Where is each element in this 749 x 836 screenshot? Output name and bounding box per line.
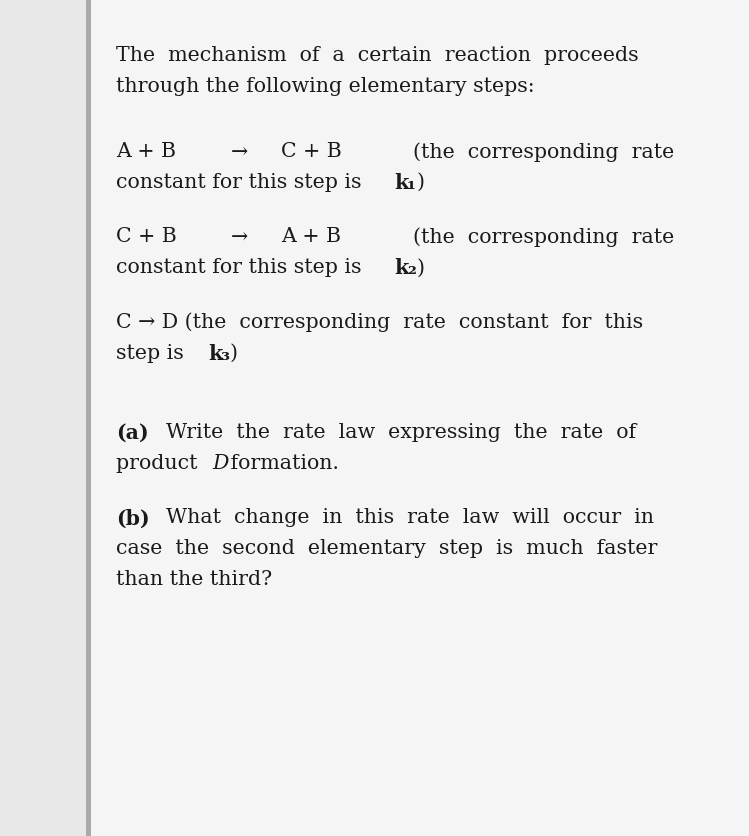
Text: D: D	[212, 454, 228, 473]
Text: C → D (the  corresponding  rate  constant  for  this: C → D (the corresponding rate constant f…	[116, 313, 643, 333]
Text: than the third?: than the third?	[116, 570, 272, 589]
Text: ₃: ₃	[220, 344, 229, 364]
Text: (the  corresponding  rate: (the corresponding rate	[413, 227, 675, 247]
Text: ₁: ₁	[407, 173, 416, 193]
Text: constant for this step is: constant for this step is	[116, 258, 368, 278]
Text: →: →	[231, 142, 248, 161]
Text: A + B: A + B	[116, 142, 176, 161]
Text: ): )	[416, 173, 425, 192]
Text: through the following elementary steps:: through the following elementary steps:	[116, 77, 535, 96]
Text: formation.: formation.	[224, 454, 339, 473]
FancyBboxPatch shape	[91, 0, 749, 836]
Text: ): )	[229, 344, 237, 363]
Text: ): )	[416, 258, 425, 278]
Text: constant for this step is: constant for this step is	[116, 173, 368, 192]
Text: case  the  second  elementary  step  is  much  faster: case the second elementary step is much …	[116, 539, 658, 558]
Text: C + B: C + B	[281, 142, 342, 161]
Text: (a): (a)	[116, 423, 149, 443]
Text: ₂: ₂	[407, 258, 416, 278]
Text: step is: step is	[116, 344, 190, 363]
Text: k: k	[208, 344, 222, 364]
Text: The  mechanism  of  a  certain  reaction  proceeds: The mechanism of a certain reaction proc…	[116, 46, 639, 65]
Text: A + B: A + B	[281, 227, 341, 247]
Text: C + B: C + B	[116, 227, 177, 247]
Text: Write  the  rate  law  expressing  the  rate  of: Write the rate law expressing the rate o…	[153, 423, 636, 442]
Text: product: product	[116, 454, 204, 473]
Text: (b): (b)	[116, 508, 150, 528]
Text: k: k	[395, 173, 409, 193]
Text: →: →	[231, 227, 248, 247]
Text: k: k	[395, 258, 409, 278]
Text: What  change  in  this  rate  law  will  occur  in: What change in this rate law will occur …	[153, 508, 654, 528]
Text: (the  corresponding  rate: (the corresponding rate	[413, 142, 675, 162]
FancyBboxPatch shape	[86, 0, 91, 836]
